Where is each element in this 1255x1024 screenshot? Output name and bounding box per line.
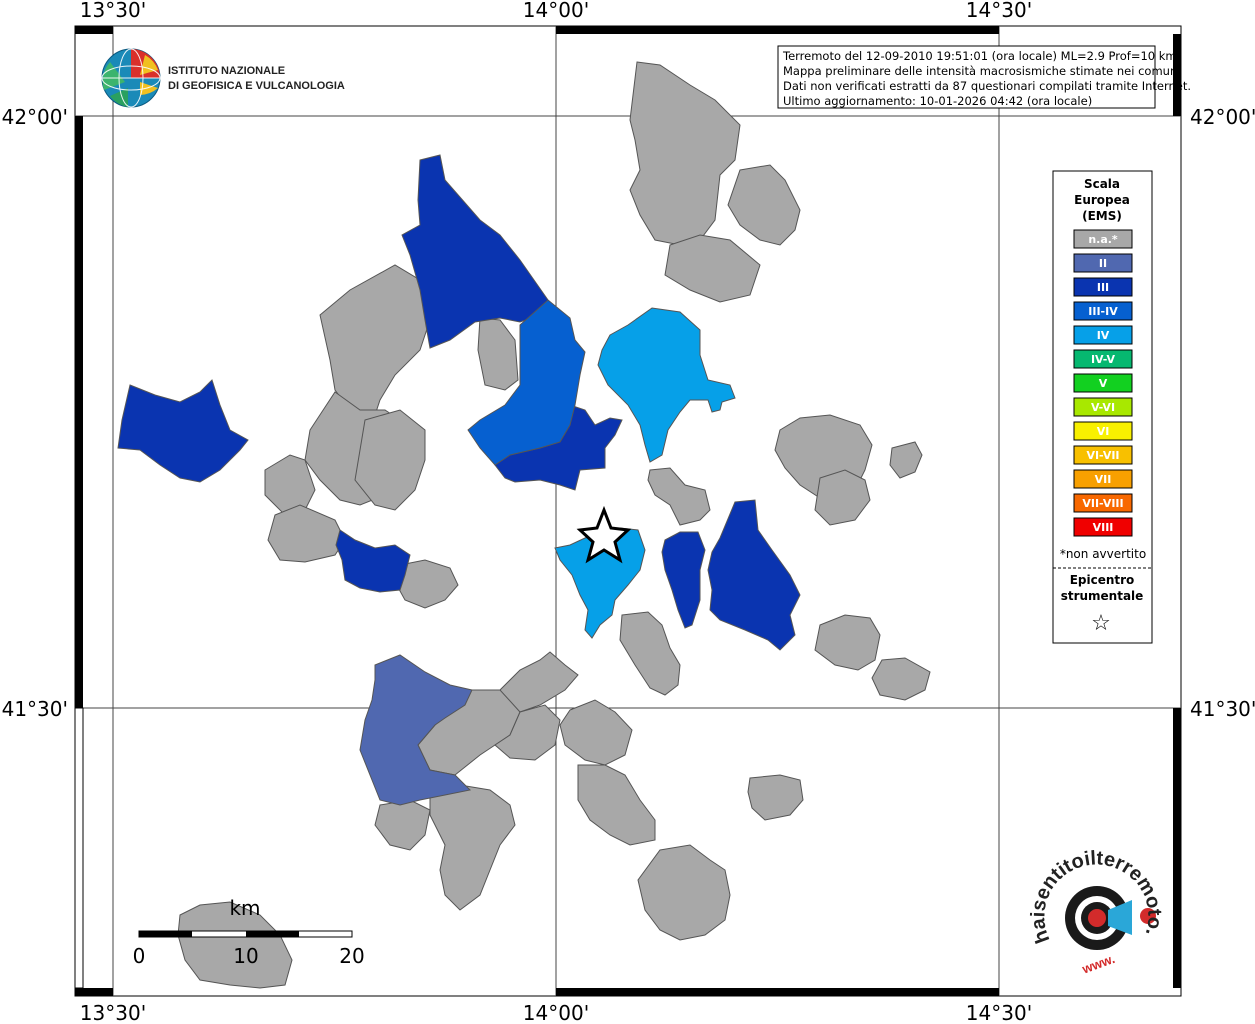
legend-swatch: [1073, 325, 1133, 345]
scale-bar: km 0 10 20: [133, 896, 365, 968]
ems-legend: Scala Europea (EMS) n.a.*IIIIIIII-IVIVIV…: [1052, 170, 1153, 644]
legend-swatch: [1073, 469, 1133, 489]
legend-swatch: [1073, 229, 1133, 249]
municipality-na: [727, 164, 801, 246]
legend-star-icon: ☆: [1091, 611, 1111, 636]
bottom-coord-label: 14°00': [523, 1001, 589, 1024]
graticule: [75, 26, 1181, 996]
municipality-na: [889, 441, 923, 479]
municipality-na: [619, 611, 681, 696]
bottom-coord-label: 13°30': [80, 1001, 146, 1024]
right-coord-label: 41°30': [1190, 697, 1255, 721]
legend-swatch: [1073, 421, 1133, 441]
legend-swatch: [1073, 277, 1133, 297]
municipality-ems-III-IV: [467, 299, 586, 466]
info-line-4: Ultimo aggiornamento: 10-01-2026 04:42 (…: [783, 94, 1092, 108]
legend-epicenter-line: Epicentro: [1070, 573, 1135, 587]
legend-swatch-label: VII-VIII: [1082, 497, 1123, 510]
municipality-na: [814, 614, 881, 671]
epicenter-star-icon: [576, 505, 632, 564]
info-box: Terremoto del 12-09-2010 19:51:01 (ora l…: [777, 45, 1191, 109]
legend-epicenter-line: strumentale: [1061, 589, 1144, 603]
legend-swatch-label: VI: [1097, 425, 1110, 438]
municipality-ems-II: [359, 654, 473, 806]
municipality-na: [871, 657, 931, 701]
legend-swatch-label: IV: [1097, 329, 1110, 342]
ingv-logo: ISTITUTO NAZIONALE DI GEOFISICA E VULCAN…: [101, 48, 345, 108]
scale-unit: km: [229, 896, 260, 920]
info-line-2: Mappa preliminare delle intensità macros…: [783, 64, 1180, 78]
legend-swatch-label: VI-VII: [1086, 449, 1119, 462]
ingv-name-line1: ISTITUTO NAZIONALE: [168, 65, 285, 77]
info-line-1: Terremoto del 12-09-2010 19:51:01 (ora l…: [782, 49, 1177, 63]
municipality-ems-III: [117, 379, 249, 483]
municipality-na: [354, 409, 426, 511]
municipality-na: [477, 317, 519, 391]
legend-title-line: Europea: [1074, 193, 1130, 207]
municipality-na: [264, 454, 316, 516]
legend-swatch-label: n.a.*: [1088, 233, 1118, 246]
legend-swatch-label: V: [1099, 377, 1108, 390]
map-frame: [74, 25, 1182, 997]
scale-tick-label: 0: [133, 944, 146, 968]
legend-swatch: [1073, 445, 1133, 465]
legend-swatch: [1073, 373, 1133, 393]
ingv-name-line2: DI GEOFISICA E VULCANOLOGIA: [168, 80, 345, 92]
municipality-ems-IV: [597, 307, 736, 463]
scale-tick-label: 20: [339, 944, 364, 968]
legend-swatch: [1073, 397, 1133, 417]
municipality-na: [177, 901, 293, 989]
municipality-na: [814, 469, 871, 526]
legend-swatch-label: III: [1097, 281, 1109, 294]
top-coord-label: 13°30': [80, 0, 146, 22]
municipality-na: [319, 264, 431, 416]
top-coord-label: 14°00': [523, 0, 589, 22]
legend-swatch-label: VIII: [1093, 521, 1114, 534]
legend-swatch-label: III-IV: [1088, 305, 1118, 318]
municipality-na: [429, 784, 516, 911]
legend-swatch-label: V-VI: [1091, 401, 1115, 414]
right-coord-label: 42°00': [1190, 105, 1255, 129]
municipality-ems-III: [707, 499, 801, 651]
bottom-coord-label: 14°30': [966, 1001, 1032, 1024]
top-coord-label: 14°30': [966, 0, 1032, 22]
municipality-na: [637, 844, 731, 941]
municipality-ems-III: [401, 154, 549, 349]
municipality-ems-III: [335, 529, 411, 593]
legend-swatch: [1073, 301, 1133, 321]
municipality-ems-III: [661, 531, 706, 629]
legend-swatch-label: II: [1099, 257, 1107, 270]
left-coord-label: 42°00': [2, 105, 68, 129]
legend-note: *non avvertito: [1060, 547, 1146, 561]
municipality-na: [577, 764, 656, 846]
legend-title-line: (EMS): [1082, 209, 1122, 223]
municipality-na: [267, 504, 346, 563]
info-line-3: Dati non verificati estratti da 87 quest…: [783, 79, 1191, 93]
scale-tick-label: 10: [233, 944, 258, 968]
legend-swatch: [1073, 349, 1133, 369]
legend-swatch-label: VII: [1095, 473, 1112, 486]
left-coord-label: 41°30': [2, 697, 68, 721]
municipalities-layer: [117, 61, 931, 989]
municipality-na: [559, 699, 633, 766]
municipality-na: [647, 467, 711, 526]
legend-swatch: [1073, 517, 1133, 537]
legend-entries: n.a.*IIIIIIII-IVIVIV-VVV-VIVIVI-VIIVIIVI…: [1073, 229, 1133, 537]
municipality-na: [494, 704, 561, 761]
municipality-na: [664, 234, 761, 303]
legend-swatch-label: IV-V: [1091, 353, 1116, 366]
legend-title-line: Scala: [1084, 177, 1120, 191]
legend-swatch: [1073, 493, 1133, 513]
legend-swatch: [1073, 253, 1133, 273]
municipality-na: [747, 774, 804, 821]
frame-ticks: [74, 26, 1181, 996]
